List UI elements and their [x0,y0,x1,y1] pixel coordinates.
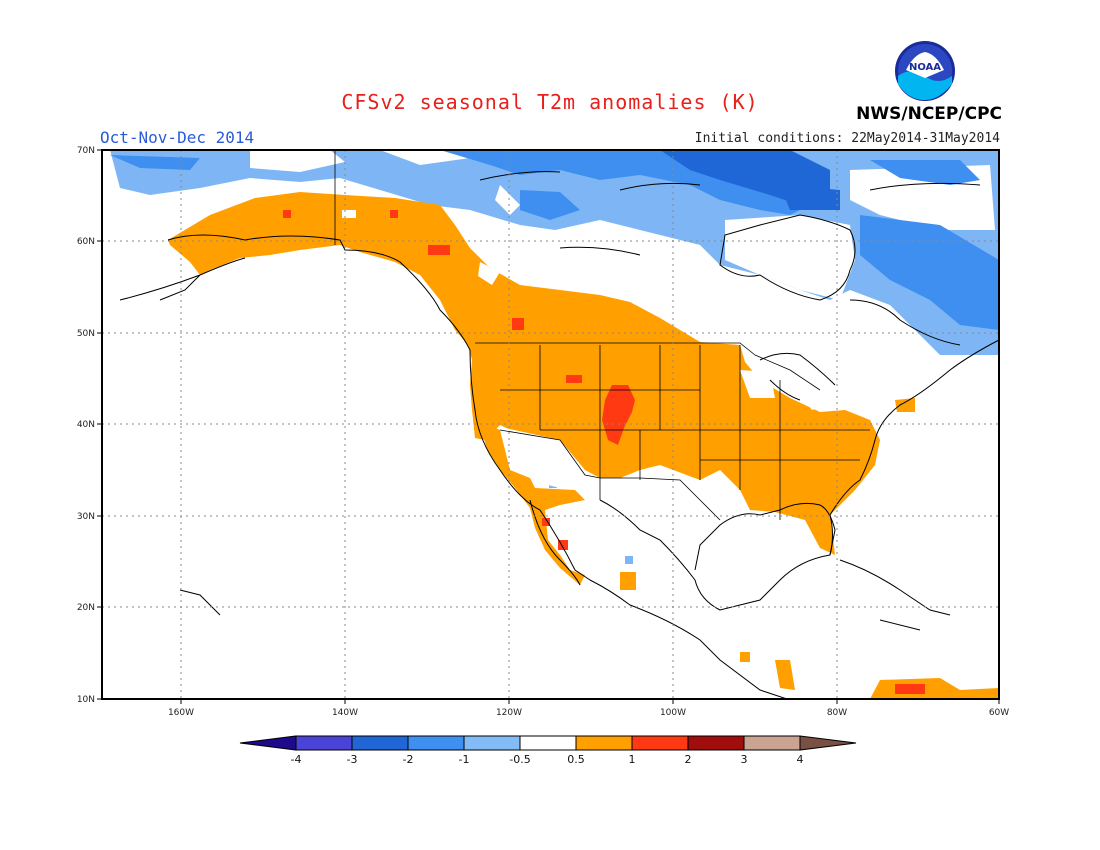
colorbar-label: -1 [459,753,470,766]
lon-tick-label: 140W [332,708,358,718]
colorbar-label: -3 [347,753,358,766]
colorbar-label: 1 [629,753,636,766]
colorbar-arrow-high [799,735,857,751]
lat-tick-label: 10N [77,695,95,705]
colorbar-label: -0.5 [509,753,530,766]
political-borders [334,150,870,521]
lat-tick-label: 30N [77,512,95,522]
season-label: Oct-Nov-Dec 2014 [100,128,255,147]
lat-tick-label: 70N [77,146,95,156]
lon-tick-label: 60W [989,708,1009,718]
colorbar-label: 4 [797,753,804,766]
colorbar-swatch [351,735,409,751]
noaa-logo-text: NOAA [909,62,941,73]
lon-tick-label: 100W [660,708,686,718]
colorbar-label: -2 [403,753,414,766]
colorbar-label: 3 [741,753,748,766]
negative-anomaly-cell [625,556,633,564]
colorbar-swatch [575,735,633,751]
agency-label: NWS/NCEP/CPC [856,104,1002,124]
initial-conditions-label: Initial conditions: 22May2014-31May2014 [694,131,1000,146]
colorbar: -4 -3 -2 -1 -0.5 0.5 1 2 3 4 [239,735,857,766]
longitude-axis: 160W 140W 120W 100W 80W 60W [168,699,1009,718]
colorbar-arrow-low [239,735,297,751]
anomaly-shading [110,150,999,699]
colorbar-swatch [407,735,465,751]
noaa-logo: NOAA [895,41,955,101]
chart-title: CFSv2 seasonal T2m anomalies (K) [341,90,759,114]
colorbar-label: -4 [291,753,302,766]
lon-tick-label: 80W [827,708,847,718]
latitude-axis: 70N 60N 50N 40N 30N 20N 10N [77,146,102,705]
lon-tick-label: 120W [496,708,522,718]
colorbar-label: 2 [685,753,692,766]
colorbar-swatch [631,735,689,751]
colorbar-swatch [687,735,745,751]
lat-tick-label: 20N [77,603,95,613]
colorbar-swatch [295,735,353,751]
colorbar-swatch [519,735,577,751]
graticule [102,150,999,699]
lat-tick-label: 50N [77,329,95,339]
positive-anomaly-region-main [168,192,880,555]
lon-tick-label: 160W [168,708,194,718]
colorbar-swatch [463,735,521,751]
colorbar-label: 0.5 [567,753,585,766]
colorbar-swatch [743,735,801,751]
lat-tick-label: 60N [77,237,95,247]
coastlines [119,171,999,699]
lat-tick-label: 40N [77,420,95,430]
